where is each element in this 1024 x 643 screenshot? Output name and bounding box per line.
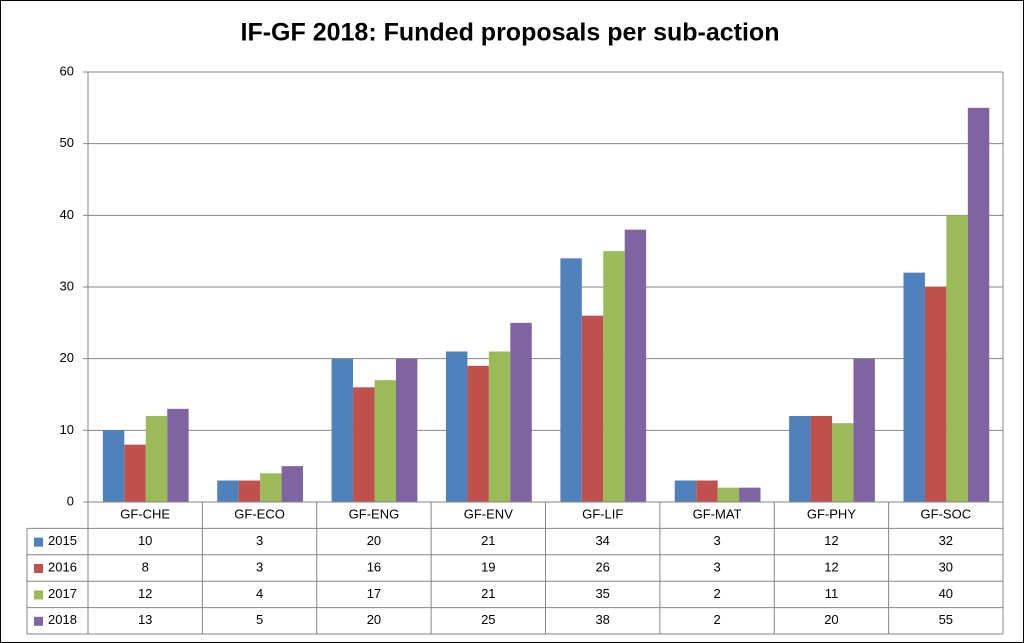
bar [674, 480, 697, 502]
category-label: GF-MAT [693, 507, 742, 522]
bar [238, 480, 261, 502]
legend-label: 2016 [48, 559, 77, 574]
bar [696, 480, 718, 502]
bar [260, 473, 282, 502]
bar [810, 416, 833, 502]
bar [903, 272, 925, 502]
bar [789, 416, 811, 502]
bar [374, 380, 396, 502]
legend-swatch [34, 616, 43, 626]
table-value: 3 [713, 559, 720, 574]
table-value: 38 [595, 612, 609, 627]
bar [924, 287, 947, 502]
bar [488, 351, 511, 502]
y-tick-label: 10 [60, 422, 74, 437]
table-value: 30 [939, 559, 953, 574]
bar [167, 408, 189, 502]
table-value: 8 [142, 559, 149, 574]
bar [395, 358, 418, 502]
table-value: 12 [824, 533, 838, 548]
category-label: GF-ENG [349, 507, 400, 522]
table-value: 13 [138, 612, 152, 627]
table-value: 16 [367, 559, 381, 574]
table-value: 5 [256, 612, 263, 627]
table-value: 34 [595, 533, 609, 548]
table-value: 25 [481, 612, 495, 627]
legend-label: 2015 [48, 533, 77, 548]
bar [510, 322, 532, 502]
table-value: 55 [939, 612, 953, 627]
bar [124, 444, 146, 502]
table-value: 26 [595, 559, 609, 574]
bar [445, 351, 468, 502]
table-value: 4 [256, 586, 263, 601]
bar [331, 358, 354, 502]
bar [560, 258, 582, 502]
table-value: 3 [256, 533, 263, 548]
bar [946, 215, 968, 503]
table-value: 20 [367, 612, 381, 627]
category-label: GF-LIF [582, 507, 623, 522]
table-value: 35 [595, 586, 609, 601]
category-label: GF-PHY [807, 507, 856, 522]
bar [739, 487, 761, 502]
y-tick-label: 50 [60, 135, 74, 150]
bar [967, 107, 990, 502]
legend-label: 2018 [48, 612, 77, 627]
bar [832, 423, 854, 502]
legend-label: 2017 [48, 586, 77, 601]
category-label: GF-SOC [921, 507, 972, 522]
table-value: 12 [824, 559, 838, 574]
chart-title: IF-GF 2018: Funded proposals per sub-act… [241, 19, 780, 47]
legend-swatch [34, 590, 43, 600]
y-tick-label: 60 [60, 63, 74, 78]
table-value: 32 [939, 533, 953, 548]
table-value: 2 [713, 612, 720, 627]
table-value: 20 [367, 533, 381, 548]
table-value: 21 [481, 533, 495, 548]
legend-swatch [34, 564, 43, 573]
table-value: 3 [713, 533, 720, 548]
bar [603, 251, 625, 502]
table-value: 20 [824, 612, 838, 627]
table-value: 17 [367, 586, 381, 601]
table-value: 12 [138, 586, 152, 601]
y-tick-label: 30 [60, 278, 74, 293]
table-value: 3 [256, 559, 263, 574]
bar [717, 487, 740, 502]
category-label: GF-ECO [234, 507, 285, 522]
category-label: GF-ENV [464, 507, 513, 522]
bar [102, 430, 125, 502]
bar [217, 480, 239, 502]
table-value: 19 [481, 559, 495, 574]
y-tick-label: 0 [67, 493, 74, 508]
table-value: 10 [138, 533, 152, 548]
table-value: 40 [939, 586, 953, 601]
table-value: 11 [825, 586, 839, 601]
bar [281, 466, 304, 502]
bar [581, 315, 604, 502]
y-tick-label: 20 [60, 350, 74, 365]
legend-swatch [34, 537, 43, 547]
bar [624, 229, 647, 502]
category-label: GF-CHE [120, 507, 170, 522]
table-value: 21 [481, 586, 495, 601]
bar [467, 365, 489, 502]
bar [853, 358, 875, 502]
y-tick-label: 40 [60, 207, 74, 222]
table-value: 2 [713, 586, 720, 601]
bar [145, 416, 168, 502]
bar [353, 387, 375, 502]
